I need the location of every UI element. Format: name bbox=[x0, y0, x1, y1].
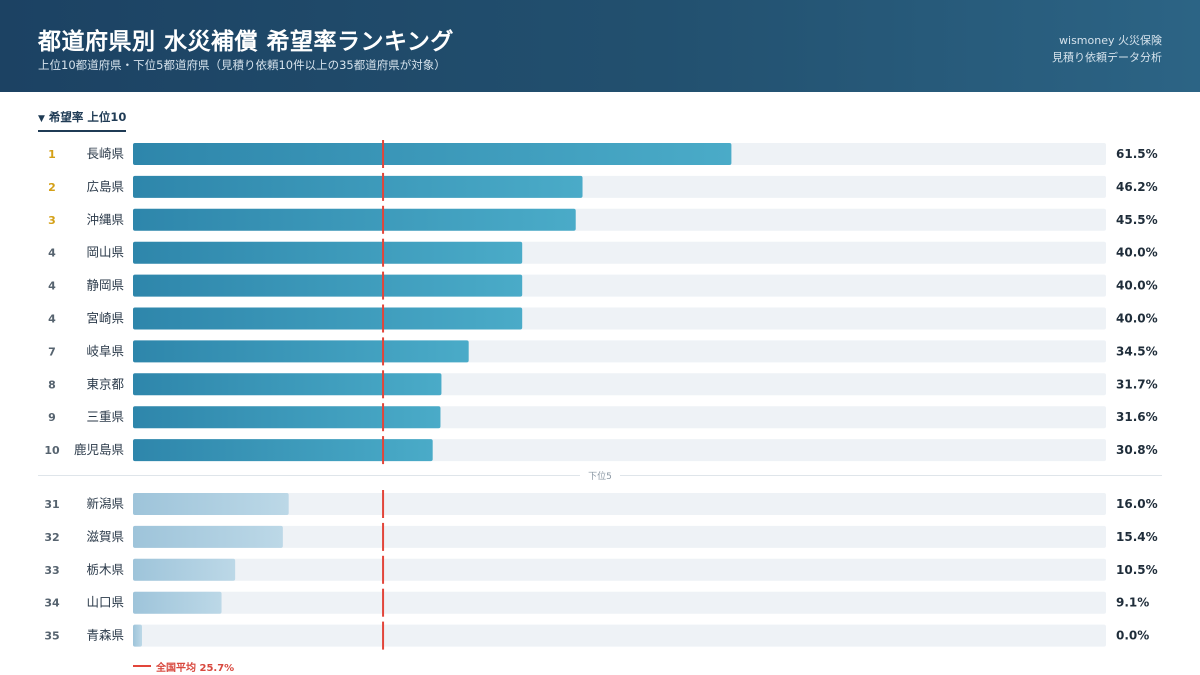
bar-top-7 bbox=[133, 340, 469, 363]
page-title: 都道府県別 水災補償 希望率ランキング bbox=[38, 29, 454, 55]
bar-bottom-2 bbox=[133, 525, 283, 548]
bar-track bbox=[133, 624, 1106, 647]
bar-top-2 bbox=[133, 175, 583, 198]
bar-top-10 bbox=[133, 439, 433, 462]
section-bottom-label: 下位5 bbox=[580, 472, 620, 482]
rank-label: 31 bbox=[44, 498, 59, 511]
brand-block: wismoney 火災保険 見積り依頼データ分析 bbox=[1052, 32, 1162, 66]
rank-label: 35 bbox=[44, 630, 59, 643]
page-subtitle: 上位10都道府県・下位5都道府県（見積り依頼10件以上の35都道府県が対象） bbox=[38, 58, 446, 72]
value-label: 61.5% bbox=[1116, 147, 1158, 161]
prefecture-label: 沖縄県 bbox=[86, 212, 124, 227]
value-label: 16.0% bbox=[1116, 497, 1158, 511]
value-label: 40.0% bbox=[1116, 312, 1158, 326]
prefecture-label: 滋賀県 bbox=[86, 529, 124, 544]
value-label: 31.7% bbox=[1116, 377, 1158, 391]
rank-label: 9 bbox=[48, 411, 56, 424]
bar-track bbox=[133, 493, 1106, 515]
value-label: 34.5% bbox=[1116, 344, 1158, 358]
prefecture-label: 青森県 bbox=[86, 628, 124, 643]
prefecture-label: 山口県 bbox=[86, 595, 124, 610]
section-bottom-divider: 下位5 bbox=[0, 469, 1200, 482]
value-label: 31.6% bbox=[1116, 410, 1158, 424]
rank-label: 3 bbox=[48, 214, 56, 227]
brand-caption: 見積り依頼データ分析 bbox=[1052, 51, 1162, 64]
rank-label: 33 bbox=[44, 564, 59, 577]
bar-top-4 bbox=[133, 241, 523, 264]
value-label: 40.0% bbox=[1116, 279, 1158, 293]
rank-label: 1 bbox=[48, 148, 56, 161]
rank-label: 32 bbox=[44, 531, 59, 544]
prefecture-label: 広島県 bbox=[86, 179, 124, 194]
value-label: 30.8% bbox=[1116, 443, 1158, 457]
bar-bottom-1 bbox=[133, 493, 289, 515]
triangle-down-icon: ▼ bbox=[38, 114, 45, 124]
rank-label: 4 bbox=[48, 247, 56, 260]
average-legend: 全国平均 25.7% bbox=[133, 659, 234, 674]
bar-top-6 bbox=[133, 307, 523, 330]
value-label: 46.2% bbox=[1116, 180, 1158, 194]
average-legend-swatch bbox=[133, 665, 151, 667]
bar-top-8 bbox=[133, 373, 442, 396]
bar-track bbox=[133, 558, 1106, 581]
header: 都道府県別 水災補償 希望率ランキング 上位10都道府県・下位5都道府県（見積り… bbox=[0, 0, 1200, 92]
section-top-label: ▼ 希望率 上位10 bbox=[38, 109, 127, 132]
rank-label: 4 bbox=[48, 313, 56, 326]
rank-label: 2 bbox=[48, 181, 56, 194]
prefecture-label: 鹿児島県 bbox=[74, 442, 124, 457]
prefecture-label: 静岡県 bbox=[86, 278, 124, 293]
prefecture-label: 宮崎県 bbox=[86, 311, 124, 326]
value-label: 15.4% bbox=[1116, 530, 1158, 544]
rank-label: 8 bbox=[48, 378, 56, 391]
section-top-label-text: 希望率 上位10 bbox=[48, 110, 127, 124]
prefecture-label: 東京都 bbox=[86, 376, 124, 391]
value-label: 9.1% bbox=[1116, 596, 1149, 610]
prefecture-label: 新潟県 bbox=[86, 496, 124, 511]
bar-track bbox=[133, 525, 1106, 548]
value-label: 45.5% bbox=[1116, 213, 1158, 227]
bar-bottom-4 bbox=[133, 591, 222, 614]
value-label: 0.0% bbox=[1116, 629, 1149, 643]
rank-label: 7 bbox=[48, 345, 56, 358]
rank-label: 34 bbox=[44, 597, 60, 610]
bar-top-9 bbox=[133, 406, 441, 429]
brand-name: wismoney 火災保険 bbox=[1059, 34, 1162, 47]
bar-top-1 bbox=[133, 143, 732, 165]
bar-bottom-5 bbox=[133, 624, 142, 647]
prefecture-label: 栃木県 bbox=[86, 562, 124, 577]
prefecture-label: 岐阜県 bbox=[86, 343, 124, 358]
average-legend-label: 全国平均 25.7% bbox=[156, 663, 235, 674]
prefecture-label: 三重県 bbox=[86, 409, 124, 424]
rank-label: 4 bbox=[48, 280, 56, 293]
bar-top-3 bbox=[133, 208, 576, 231]
prefecture-label: 岡山県 bbox=[86, 245, 124, 260]
prefecture-label: 長崎県 bbox=[86, 146, 124, 161]
rank-label: 10 bbox=[44, 444, 60, 457]
bar-top-5 bbox=[133, 274, 523, 297]
bar-bottom-3 bbox=[133, 558, 236, 581]
value-label: 40.0% bbox=[1116, 246, 1158, 260]
bar-track bbox=[133, 591, 1106, 614]
value-label: 10.5% bbox=[1116, 563, 1158, 577]
